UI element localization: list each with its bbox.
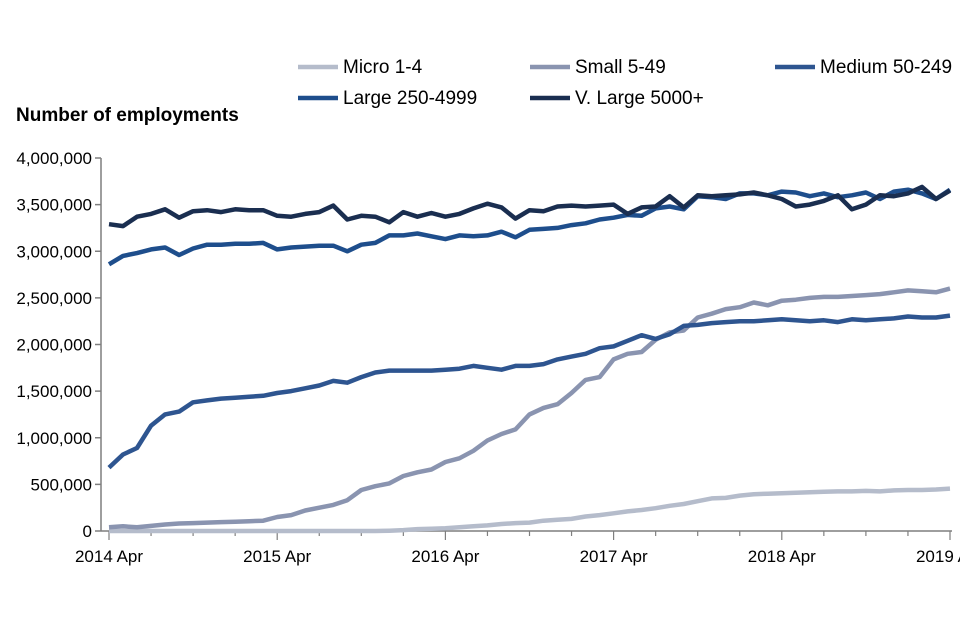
y-tick-label: 4,000,000 xyxy=(16,149,92,168)
y-tick-label: 2,500,000 xyxy=(16,289,92,308)
x-tick-label: 2014 Apr xyxy=(75,547,143,566)
x-tick-label: 2016 Apr xyxy=(411,547,479,566)
y-tick-label: 0 xyxy=(83,522,92,541)
series-lines xyxy=(107,184,952,534)
legend-label: Large 250-4999 xyxy=(343,88,477,109)
series-line-medium-50-249 xyxy=(107,313,951,470)
y-tick-label: 500,000 xyxy=(31,475,92,494)
x-tick-label: 2017 Apr xyxy=(580,547,648,566)
y-axis-title: Number of employments xyxy=(16,105,239,126)
legend-label: Medium 50-249 xyxy=(820,57,952,78)
x-tick-label: 2018 Apr xyxy=(748,547,816,566)
legend-label: V. Large 5000+ xyxy=(575,88,704,109)
x-tick-label: 2019 Apr xyxy=(916,547,960,566)
y-tick-label: 2,000,000 xyxy=(16,336,92,355)
x-tick-label: 2015 Apr xyxy=(243,547,311,566)
series-line-v-large-5000 xyxy=(108,184,952,229)
series-line-micro-1-4 xyxy=(109,486,951,534)
x-axis-ticks: 2014 Apr 2015 Apr 2016 Apr 2017 Apr 2018 Apr… xyxy=(75,531,960,566)
y-tick-label: 3,500,000 xyxy=(16,196,92,215)
y-tick-label: 1,000,000 xyxy=(16,429,92,448)
series-line-large-250-4999 xyxy=(107,187,952,267)
legend-label: Micro 1-4 xyxy=(343,57,423,78)
y-tick-label: 3,000,000 xyxy=(16,242,92,261)
legend-label: Small 5-49 xyxy=(575,57,666,78)
y-axis-ticks: 0 500,000 1,000,000 1,500,000 2,000,000 2,500… xyxy=(16,149,101,541)
legend: Micro 1-4 Small 5-49 Medium 50-249 Large 25… xyxy=(298,57,952,109)
y-tick-label: 1,500,000 xyxy=(16,382,92,401)
series-line-small-5-49 xyxy=(108,286,951,530)
